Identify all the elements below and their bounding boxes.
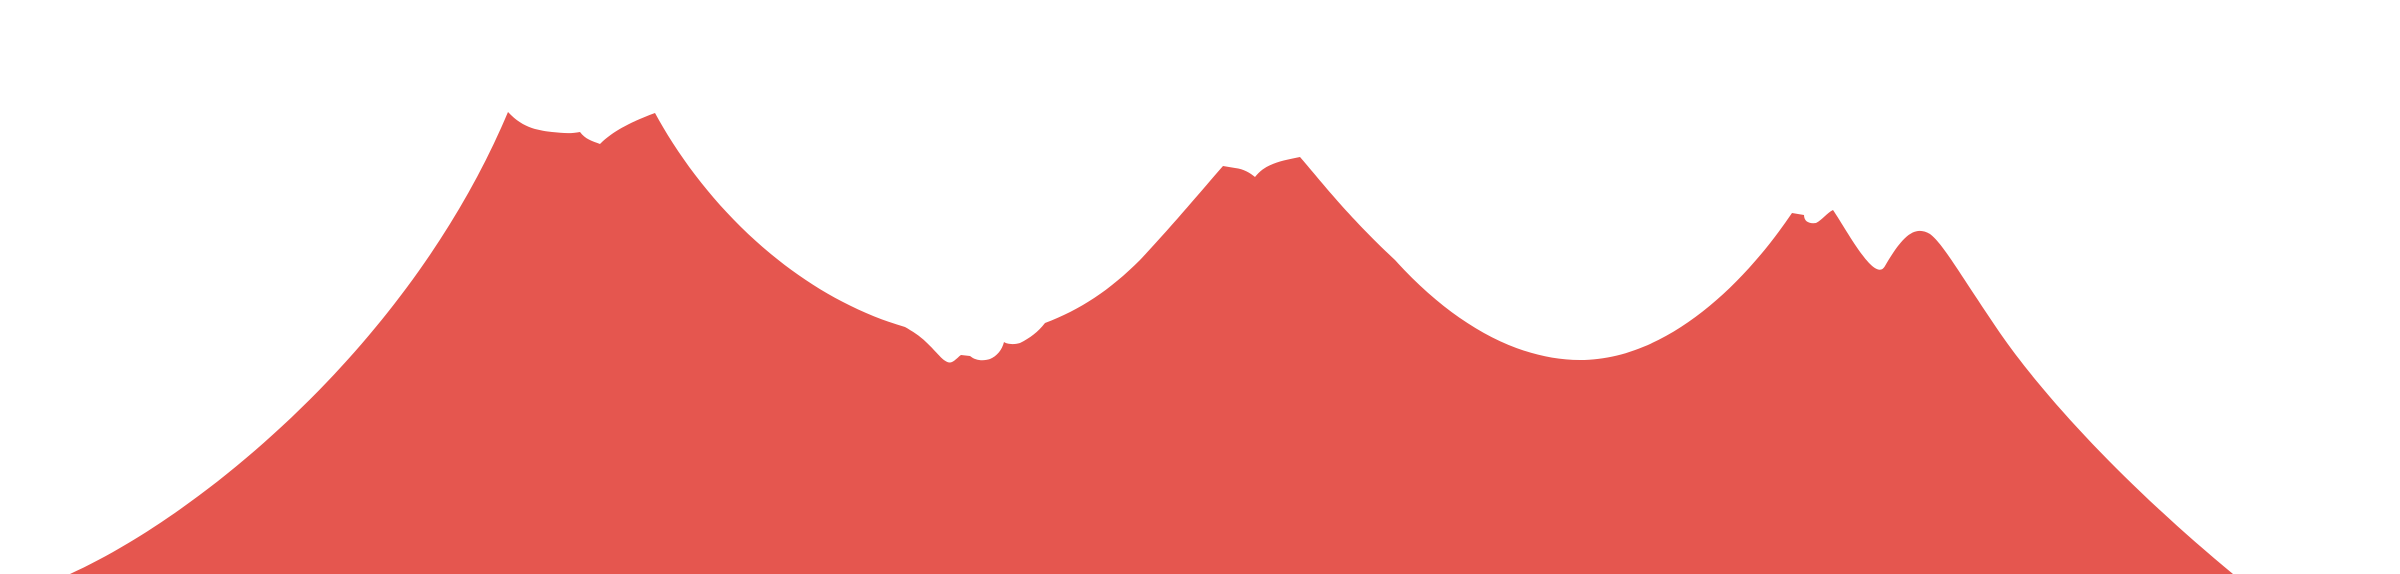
mountain-silhouette-shape <box>70 112 2233 574</box>
